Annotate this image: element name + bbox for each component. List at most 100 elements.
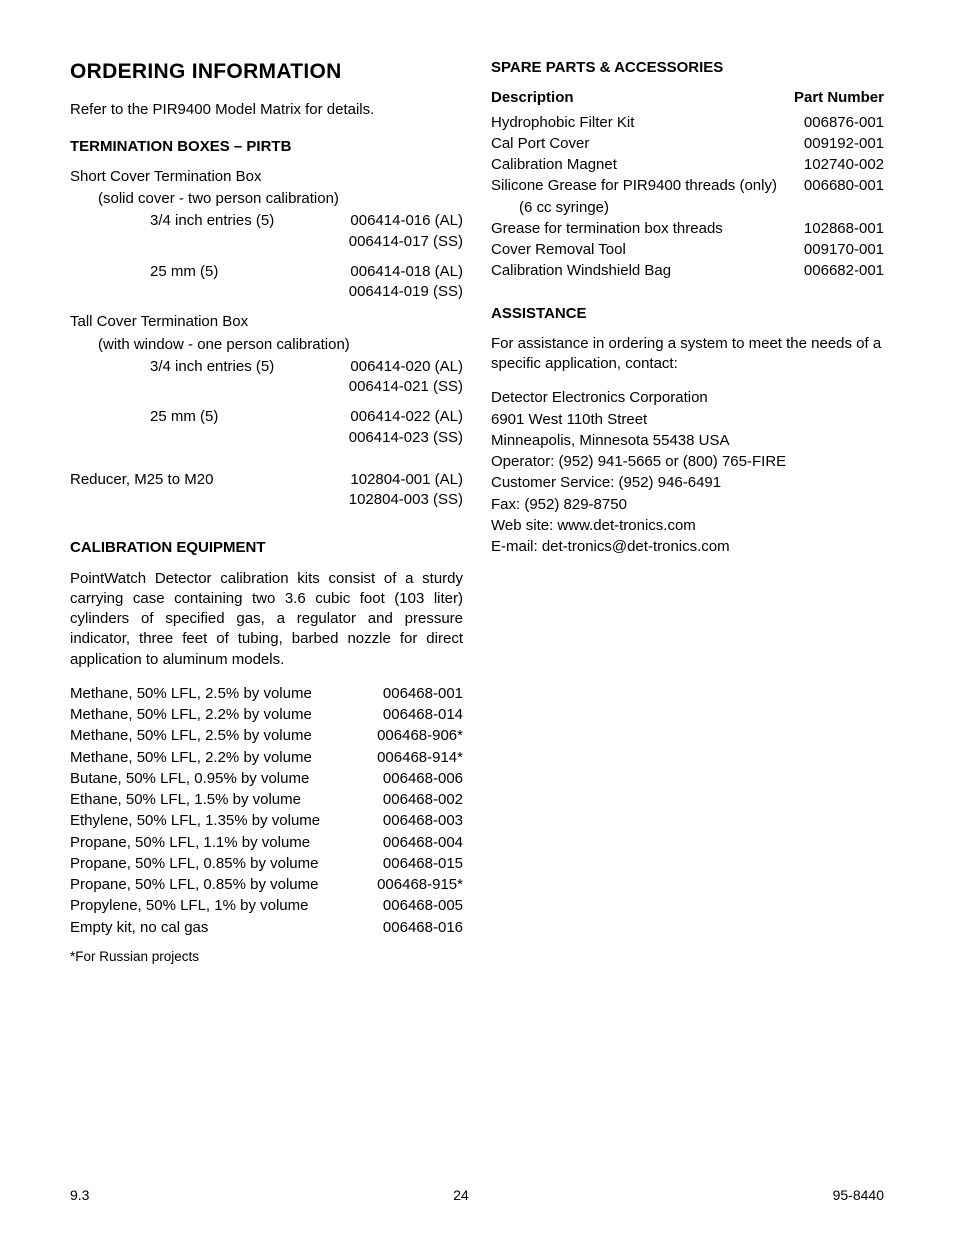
calibration-partnumber: 006468-002 bbox=[383, 790, 463, 810]
heading-spare-parts: SPARE PARTS & ACCESSORIES bbox=[491, 58, 884, 78]
reducer-pn: 102804-001 (AL) bbox=[350, 470, 463, 490]
calibration-row: Empty kit, no cal gas006468-016 bbox=[70, 918, 463, 938]
tall-row-2: 25 mm (5) 006414-022 (AL) bbox=[70, 407, 463, 427]
calibration-row: Methane, 50% LFL, 2.5% by volume006468-0… bbox=[70, 684, 463, 704]
calibration-partnumber: 006468-914* bbox=[377, 748, 463, 768]
spare-partnumber: 009170-001 bbox=[804, 240, 884, 260]
refer-text: Refer to the PIR9400 Model Matrix for de… bbox=[70, 100, 463, 120]
short-row-1: 3/4 inch entries (5) 006414-016 (AL) bbox=[70, 211, 463, 231]
calibration-desc: Ethylene, 50% LFL, 1.35% by volume bbox=[70, 811, 383, 831]
reducer-pn2: 102804-003 (SS) bbox=[349, 490, 463, 510]
spare-partnumber: 006876-001 bbox=[804, 113, 884, 133]
tall-row-2b: 006414-023 (SS) bbox=[70, 428, 463, 448]
footer-center: 24 bbox=[453, 1186, 469, 1205]
short-row-label: 25 mm (5) bbox=[150, 262, 350, 282]
short-row-pn: 006414-016 (AL) bbox=[350, 211, 463, 231]
heading-assistance: ASSISTANCE bbox=[491, 304, 884, 324]
tall-cover-sub: (with window - one person calibration) bbox=[70, 335, 463, 355]
calibration-desc: Methane, 50% LFL, 2.2% by volume bbox=[70, 748, 377, 768]
tall-row-pn: 006414-022 (AL) bbox=[350, 407, 463, 427]
assistance-line: Web site: www.det-tronics.com bbox=[491, 516, 884, 536]
spare-row: Calibration Windshield Bag006682-001 bbox=[491, 261, 884, 281]
tall-row-1: 3/4 inch entries (5) 006414-020 (AL) bbox=[70, 357, 463, 377]
spare-partnumber: 006682-001 bbox=[804, 261, 884, 281]
spare-desc: Calibration Windshield Bag bbox=[491, 261, 804, 281]
short-cover-title: Short Cover Termination Box bbox=[70, 167, 463, 187]
calibration-row: Propane, 50% LFL, 0.85% by volume006468-… bbox=[70, 854, 463, 874]
spare-desc: Cover Removal Tool bbox=[491, 240, 804, 260]
spare-table-header: Description Part Number bbox=[491, 88, 884, 108]
tall-row-label: 3/4 inch entries (5) bbox=[150, 357, 350, 377]
calibration-partnumber: 006468-016 bbox=[383, 918, 463, 938]
spare-desc-sub: (6 cc syringe) bbox=[491, 198, 884, 218]
short-cover-sub: (solid cover - two person calibration) bbox=[70, 189, 463, 209]
short-row-pn2: 006414-017 (SS) bbox=[349, 232, 463, 252]
calibration-partnumber: 006468-004 bbox=[383, 833, 463, 853]
calibration-partnumber: 006468-014 bbox=[383, 705, 463, 725]
tall-cover-title: Tall Cover Termination Box bbox=[70, 312, 463, 332]
spare-partnumber: 102868-001 bbox=[804, 219, 884, 239]
calibration-row: Butane, 50% LFL, 0.95% by volume006468-0… bbox=[70, 769, 463, 789]
calibration-desc: Propane, 50% LFL, 0.85% by volume bbox=[70, 854, 383, 874]
spare-desc: Cal Port Cover bbox=[491, 134, 804, 154]
assistance-paragraph: For assistance in ordering a system to m… bbox=[491, 334, 884, 375]
calibration-partnumber: 006468-003 bbox=[383, 811, 463, 831]
assistance-line: Fax: (952) 829-8750 bbox=[491, 495, 884, 515]
calibration-desc: Methane, 50% LFL, 2.2% by volume bbox=[70, 705, 383, 725]
calibration-desc: Methane, 50% LFL, 2.5% by volume bbox=[70, 684, 383, 704]
spare-desc: Calibration Magnet bbox=[491, 155, 804, 175]
reducer-row: Reducer, M25 to M20 102804-001 (AL) bbox=[70, 470, 463, 490]
calibration-desc: Methane, 50% LFL, 2.5% by volume bbox=[70, 726, 377, 746]
assistance-line: Detector Electronics Corporation bbox=[491, 388, 884, 408]
spare-row-sub: (6 cc syringe) bbox=[491, 198, 884, 218]
short-row-2b: 006414-019 (SS) bbox=[70, 282, 463, 302]
assistance-line: Operator: (952) 941-5665 or (800) 765-FI… bbox=[491, 452, 884, 472]
calibration-partnumber: 006468-001 bbox=[383, 684, 463, 704]
heading-termination-boxes: TERMINATION BOXES – PIRTB bbox=[70, 137, 463, 157]
calibration-partnumber: 006468-906* bbox=[377, 726, 463, 746]
left-column: ORDERING INFORMATION Refer to the PIR940… bbox=[70, 58, 463, 1166]
footnote-russian: *For Russian projects bbox=[70, 948, 463, 966]
calibration-desc: Propylene, 50% LFL, 1% by volume bbox=[70, 896, 383, 916]
spare-row: Hydrophobic Filter Kit006876-001 bbox=[491, 113, 884, 133]
spare-partnumber: 102740-002 bbox=[804, 155, 884, 175]
short-row-label: 3/4 inch entries (5) bbox=[150, 211, 350, 231]
spare-row: Cal Port Cover009192-001 bbox=[491, 134, 884, 154]
tall-row-label: 25 mm (5) bbox=[150, 407, 350, 427]
reducer-row-b: 102804-003 (SS) bbox=[70, 490, 463, 510]
heading-calibration-equipment: CALIBRATION EQUIPMENT bbox=[70, 538, 463, 558]
page: ORDERING INFORMATION Refer to the PIR940… bbox=[0, 0, 954, 1235]
spare-desc: Grease for termination box threads bbox=[491, 219, 804, 239]
heading-ordering-information: ORDERING INFORMATION bbox=[70, 58, 463, 86]
calibration-paragraph: PointWatch Detector calibration kits con… bbox=[70, 569, 463, 670]
spare-desc: Silicone Grease for PIR9400 threads (onl… bbox=[491, 176, 804, 196]
short-row-pn2: 006414-019 (SS) bbox=[349, 282, 463, 302]
calibration-row: Ethane, 50% LFL, 1.5% by volume006468-00… bbox=[70, 790, 463, 810]
calibration-row: Propane, 50% LFL, 0.85% by volume006468-… bbox=[70, 875, 463, 895]
spare-partnumber: 009192-001 bbox=[804, 134, 884, 154]
calibration-partnumber: 006468-005 bbox=[383, 896, 463, 916]
tall-row-pn2: 006414-023 (SS) bbox=[349, 428, 463, 448]
calibration-row: Propane, 50% LFL, 1.1% by volume006468-0… bbox=[70, 833, 463, 853]
spare-row: Cover Removal Tool009170-001 bbox=[491, 240, 884, 260]
assistance-line: E-mail: det-tronics@det-tronics.com bbox=[491, 537, 884, 557]
spare-head-description: Description bbox=[491, 88, 574, 108]
footer-right: 95-8440 bbox=[833, 1186, 884, 1205]
calibration-desc: Empty kit, no cal gas bbox=[70, 918, 383, 938]
tall-row-pn2: 006414-021 (SS) bbox=[349, 377, 463, 397]
assistance-line: Minneapolis, Minnesota 55438 USA bbox=[491, 431, 884, 451]
tall-row-1b: 006414-021 (SS) bbox=[70, 377, 463, 397]
short-row-1b: 006414-017 (SS) bbox=[70, 232, 463, 252]
calibration-partnumber: 006468-915* bbox=[377, 875, 463, 895]
calibration-partnumber: 006468-015 bbox=[383, 854, 463, 874]
spare-row: Calibration Magnet102740-002 bbox=[491, 155, 884, 175]
spare-partnumber: 006680-001 bbox=[804, 176, 884, 196]
right-column: SPARE PARTS & ACCESSORIES Description Pa… bbox=[491, 58, 884, 1166]
calibration-row: Ethylene, 50% LFL, 1.35% by volume006468… bbox=[70, 811, 463, 831]
calibration-desc: Ethane, 50% LFL, 1.5% by volume bbox=[70, 790, 383, 810]
spare-desc: Hydrophobic Filter Kit bbox=[491, 113, 804, 133]
short-row-pn: 006414-018 (AL) bbox=[350, 262, 463, 282]
page-footer: 9.3 24 95-8440 bbox=[70, 1166, 884, 1205]
footer-left: 9.3 bbox=[70, 1186, 89, 1205]
spare-row: Silicone Grease for PIR9400 threads (onl… bbox=[491, 176, 884, 196]
